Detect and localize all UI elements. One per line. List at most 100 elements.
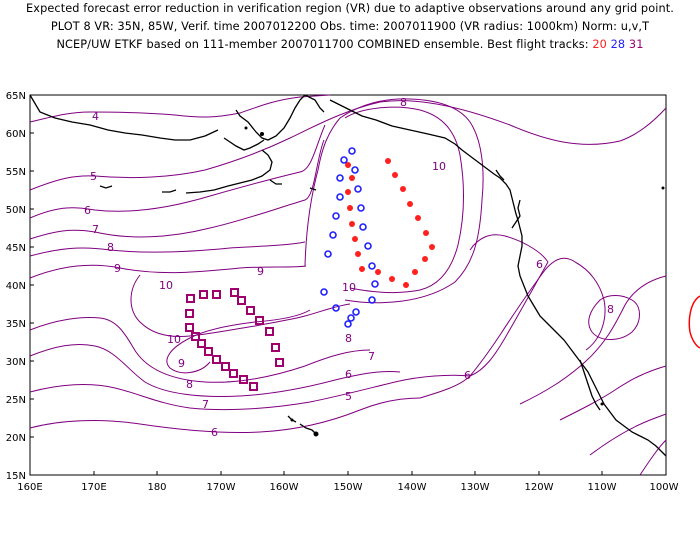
contour-lines: [29, 94, 667, 476]
contour-label: 7: [368, 350, 375, 363]
contour-label: 8: [345, 332, 352, 345]
contour-label: 8: [107, 241, 114, 254]
track-point-square: [229, 369, 238, 378]
lat-label: 30N: [6, 357, 26, 368]
track-point-square: [249, 382, 258, 391]
track-point-ring: [348, 147, 356, 155]
contour-label: 6: [84, 204, 91, 217]
track-point-ring: [336, 193, 344, 201]
track-point-ring: [340, 156, 348, 164]
lat-label: 60N: [6, 129, 26, 140]
track-point-dot: [407, 201, 413, 207]
track-point-ring: [329, 231, 337, 239]
contour-label-group: 4 5 6 7 8 9 10 10 9 8 7 6 5 6 8 9 10 10 …: [84, 96, 614, 439]
track-point-dot: [400, 186, 406, 192]
track-point-ring: [371, 280, 379, 288]
contour-label: 10: [342, 281, 356, 294]
track-point-dot: [355, 251, 361, 257]
track-point-ring: [364, 242, 372, 250]
track-point-square: [191, 332, 200, 341]
lon-label: 100W: [650, 482, 679, 493]
track-point-square: [212, 355, 221, 364]
contour-label: 6: [464, 369, 471, 382]
lon-ticks: [93, 471, 603, 475]
coastline: [29, 94, 667, 457]
lat-label: 35N: [6, 319, 26, 330]
flight-track-31: [185, 288, 284, 391]
contour-label: 10: [167, 333, 181, 346]
lon-label: 160E: [17, 482, 42, 493]
contour-label: 6: [345, 368, 352, 381]
contour-label: 8: [607, 303, 614, 316]
lat-label: 65N: [6, 91, 26, 102]
track-point-ring: [354, 185, 362, 193]
track-point-dot: [403, 282, 409, 288]
track-point-dot: [345, 162, 351, 168]
track-point-dot: [375, 269, 381, 275]
contour-label: 8: [186, 378, 193, 391]
track-point-dot: [352, 236, 358, 242]
lon-label: 170W: [207, 482, 236, 493]
track-point-square: [212, 290, 221, 299]
lat-label: 50N: [6, 205, 26, 216]
track-point-square: [246, 306, 255, 315]
track-point-square: [271, 343, 280, 352]
contour-label: 7: [92, 223, 99, 236]
track-point-ring: [357, 204, 365, 212]
flight-track-28: [320, 147, 379, 328]
contour-label: 7: [202, 398, 209, 411]
track-point-dot: [423, 230, 429, 236]
contour-label: 5: [90, 170, 97, 183]
verification-region-circle: [688, 295, 700, 349]
contour-label: 10: [432, 160, 446, 173]
lat-label: 55N: [6, 167, 26, 178]
flight-track-20: [345, 158, 435, 288]
lat-label: 25N: [6, 395, 26, 406]
track-point-dot: [349, 221, 355, 227]
track-point-square: [275, 358, 284, 367]
track-point-square: [265, 327, 274, 336]
track-point-dot: [389, 276, 395, 282]
lat-ticks: [30, 132, 34, 438]
lon-label: 140W: [398, 482, 427, 493]
contour-label: 9: [257, 265, 264, 278]
track-point-dot: [429, 244, 435, 250]
track-point-square: [230, 288, 239, 297]
longitude-axis: 160E 170E 180 170W 160W 150W 140W 130W 1…: [17, 482, 678, 493]
lat-label: 45N: [6, 243, 26, 254]
lon-label: 170E: [81, 482, 106, 493]
track-point-square: [186, 294, 195, 303]
track-point-dot: [392, 172, 398, 178]
contour-label: 9: [178, 357, 185, 370]
track-point-dot: [412, 269, 418, 275]
track-point-square: [199, 290, 208, 299]
contour-label: 6: [211, 426, 218, 439]
track-point-square: [255, 316, 264, 325]
track-point-square: [185, 323, 194, 332]
contour-label: 9: [114, 262, 121, 275]
track-20-label: 20: [592, 38, 607, 51]
track-point-square: [185, 309, 194, 318]
track-point-ring: [352, 308, 360, 316]
lon-label: 150W: [334, 482, 363, 493]
track-point-ring: [332, 212, 340, 220]
track-31-label: 31: [628, 38, 644, 51]
title-line-1: Expected forecast error reduction in ver…: [26, 2, 674, 15]
track-point-square: [204, 347, 213, 356]
track-point-ring: [347, 314, 355, 322]
contour-label: 5: [345, 390, 352, 403]
track-point-dot: [415, 215, 421, 221]
track-point-square: [221, 362, 230, 371]
track-point-dot: [359, 266, 365, 272]
track-point-ring: [332, 304, 340, 312]
track-point-ring: [359, 223, 367, 231]
lat-label: 40N: [6, 281, 26, 292]
track-point-square: [239, 375, 248, 384]
title-line-2: PLOT 8 VR: 35N, 85W, Verif. time 2007012…: [50, 20, 650, 33]
track-point-ring: [368, 262, 376, 270]
track-point-ring: [320, 288, 328, 296]
track-point-ring: [336, 174, 344, 182]
lon-label: 120W: [525, 482, 554, 493]
lon-label: 160W: [270, 482, 299, 493]
